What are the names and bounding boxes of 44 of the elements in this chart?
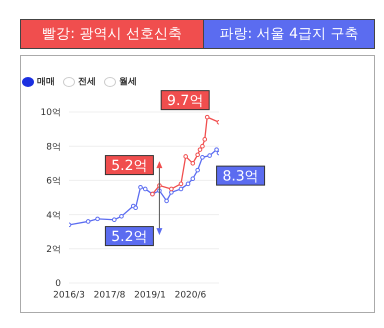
- point: [95, 216, 100, 222]
- point: [133, 205, 138, 210]
- point: [198, 147, 202, 152]
- x-tick-label: 2019/1: [134, 290, 166, 300]
- point: [190, 176, 196, 181]
- annotation: 9.7억: [167, 93, 204, 110]
- point: [202, 137, 208, 142]
- y-tick-label: 6억: [46, 176, 61, 187]
- point: [207, 153, 212, 158]
- text: 빨강: 광역시 선호신축: [21, 20, 203, 48]
- point: [86, 219, 90, 224]
- point: [214, 147, 219, 152]
- point: [119, 214, 124, 219]
- point: [195, 168, 200, 172]
- point: [183, 154, 188, 159]
- text: 월세: [119, 76, 137, 88]
- point: [190, 161, 196, 166]
- point: [138, 184, 143, 190]
- point: [169, 190, 174, 195]
- text: 파랑: 서울 4급지 구축: [203, 20, 374, 48]
- point: [178, 182, 184, 186]
- y-tick-label: 8억: [46, 142, 61, 152]
- point: [142, 186, 148, 192]
- x-tick-label: 2017/8: [94, 290, 126, 300]
- annotation: 8.3억: [222, 168, 259, 185]
- point: [200, 144, 205, 148]
- y-tick-label: 2억: [46, 244, 61, 255]
- point: [186, 182, 190, 186]
- y-tick-label: 4억: [46, 210, 61, 221]
- y-tick-label: 10억: [40, 108, 61, 118]
- annotation: 5.2억: [111, 229, 148, 246]
- point: [195, 152, 200, 158]
- x-tick-label: 2016/3: [53, 290, 85, 300]
- y-tick-label: 0: [55, 279, 62, 290]
- text: 매매: [37, 76, 55, 88]
- point: [169, 186, 174, 192]
- text: 전세: [78, 76, 96, 88]
- point: [112, 217, 117, 222]
- point: [200, 155, 205, 160]
- annotation: 5.2억: [111, 158, 148, 174]
- point: [178, 186, 184, 192]
- x-tick-label: 2020/6: [174, 290, 207, 300]
- point: [204, 114, 210, 120]
- point: [164, 198, 169, 204]
